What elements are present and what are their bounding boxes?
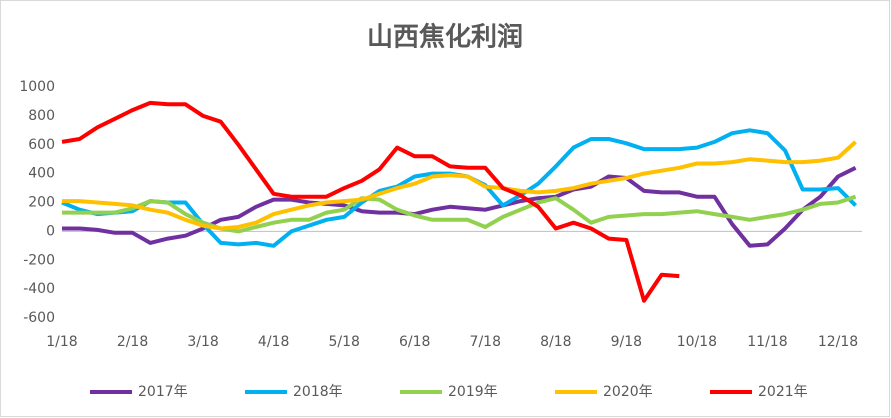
- y-tick-label: -600: [23, 310, 55, 326]
- x-tick-label: 6/18: [399, 334, 430, 350]
- x-tick-label: 10/18: [677, 334, 717, 350]
- y-tick-label: 200: [28, 195, 55, 211]
- series-line: [62, 166, 857, 248]
- y-tick-label: 600: [28, 137, 55, 153]
- y-tick-label: -400: [23, 281, 55, 297]
- legend-label: 2019年: [448, 384, 498, 400]
- x-tick-label: 2/18: [117, 334, 148, 350]
- x-tick-label: 8/18: [540, 334, 571, 350]
- y-tick-label: -200: [23, 252, 55, 268]
- series-line: [61, 100, 680, 303]
- series-line: [62, 194, 857, 234]
- x-tick-label: 9/18: [611, 334, 642, 350]
- x-tick-label: 4/18: [258, 334, 289, 350]
- legend-label: 2018年: [293, 384, 343, 400]
- y-tick-label: 400: [28, 166, 55, 182]
- x-tick-label: 1/18: [46, 334, 77, 350]
- x-tick-label: 11/18: [747, 334, 787, 350]
- y-tick-label: 800: [28, 108, 55, 124]
- legend-label: 2017年: [138, 384, 188, 400]
- legend-label: 2021年: [758, 384, 808, 400]
- series-line: [62, 140, 857, 231]
- legend-label: 2020年: [603, 384, 653, 400]
- chart-title: 山西焦化利润: [367, 22, 523, 53]
- x-tick-label: 12/18: [818, 334, 858, 350]
- x-tick-label: 7/18: [470, 334, 501, 350]
- x-tick-label: 5/18: [328, 334, 359, 350]
- y-tick-label: 1000: [19, 79, 55, 95]
- y-tick-label: 0: [46, 223, 55, 239]
- x-tick-label: 3/18: [187, 334, 218, 350]
